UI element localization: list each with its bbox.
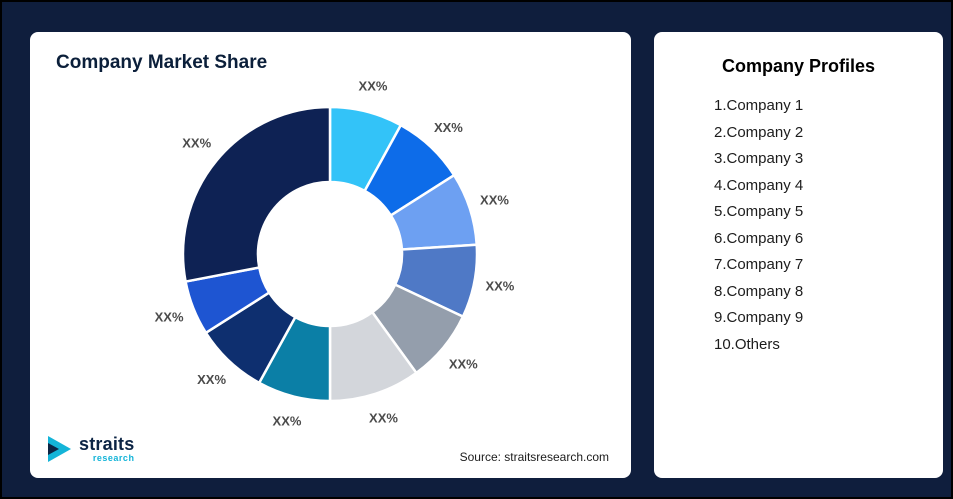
company-list-item: 5.Company 5 xyxy=(714,203,804,220)
slice-label: XX% xyxy=(485,278,514,293)
chart-title: Company Market Share xyxy=(56,52,268,73)
source-attribution: Source: straitsresearch.com xyxy=(459,450,609,464)
company-list-item: 4.Company 4 xyxy=(714,176,804,194)
slice-label: XX% xyxy=(197,372,226,387)
company-list: 1.Company 1 2.Company 2 3.Company 3 4.Compa… xyxy=(654,97,943,353)
logo-brand-text: straits xyxy=(79,434,135,454)
straits-research-logo: straits research xyxy=(48,434,134,464)
slice-label: XX% xyxy=(449,356,478,371)
market-share-card: Company Market Share XX% XX% XX% XX% XX% XX% X… xyxy=(30,32,631,478)
profiles-title: Company Profiles xyxy=(721,56,876,76)
company-list-item: 7.Company 7 xyxy=(714,256,804,273)
logo-text: straits research xyxy=(79,435,134,463)
company-list-item: 10.Others xyxy=(714,335,780,353)
donut-chart: XX% XX% XX% XX% XX% XX% XX% XX% XX% XX% xyxy=(155,78,515,429)
company-profiles-card: Company Profiles 1.Company 1 2.Company 2 3… xyxy=(654,32,943,478)
company-list-item: 8.Company 8 xyxy=(714,282,804,300)
slice-label: XX% xyxy=(273,414,302,429)
company-list-item: 2.Company 2 xyxy=(714,123,804,141)
slice-label: XX% xyxy=(369,411,398,426)
logo-sub-text: research xyxy=(92,453,135,463)
logo-arrow-icon xyxy=(48,436,71,462)
donut-slice-others xyxy=(181,105,332,283)
company-list-item: 9.Company 9 xyxy=(714,309,804,326)
slice-label: XX% xyxy=(480,193,509,208)
company-list-item: 1.Company 1 xyxy=(714,97,804,114)
company-list-item: 6.Company 6 xyxy=(714,229,804,247)
slice-label: XX% xyxy=(359,78,388,93)
company-list-item: 3.Company 3 xyxy=(714,150,804,167)
slice-label: XX% xyxy=(155,310,184,325)
slice-label: XX% xyxy=(182,136,211,151)
slice-label: XX% xyxy=(434,120,463,135)
